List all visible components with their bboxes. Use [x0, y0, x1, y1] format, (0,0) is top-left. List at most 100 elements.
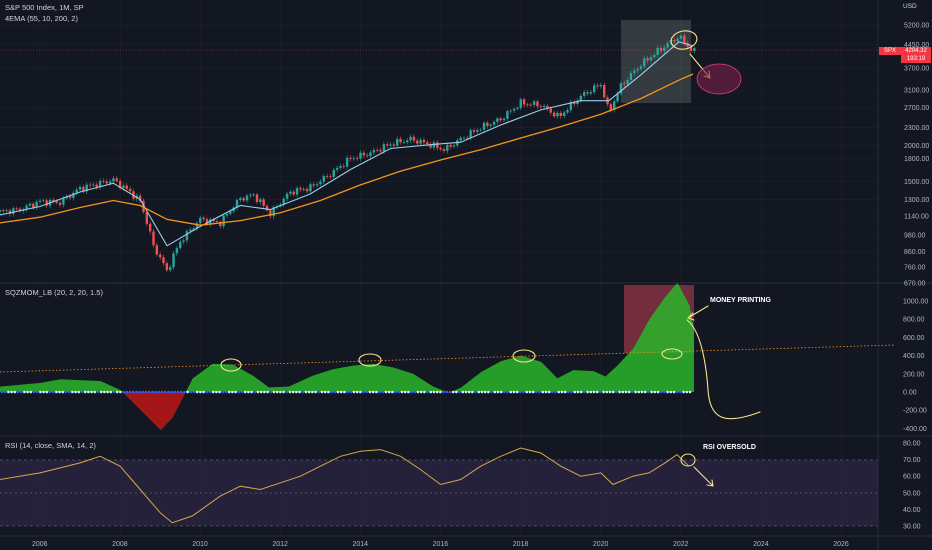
candle-body	[649, 57, 653, 61]
momentum-bar	[654, 310, 656, 392]
momentum-bar	[531, 359, 533, 392]
rsi-oversold-label: RSI OVERSOLD	[703, 444, 756, 451]
momentum-bar	[496, 363, 498, 392]
candle-body	[472, 130, 476, 132]
candle-body	[375, 149, 379, 151]
squeeze-dot	[458, 390, 461, 394]
momentum-bar	[274, 387, 276, 392]
candle-body	[12, 208, 15, 214]
candle-body	[572, 101, 576, 105]
candle-body	[399, 138, 402, 143]
momentum-bar	[134, 392, 136, 405]
momentum-bar	[502, 360, 504, 392]
momentum-bar	[500, 361, 502, 392]
momentum-bar	[626, 354, 628, 392]
momentum-bar	[506, 359, 508, 392]
momentum-bar	[558, 377, 560, 392]
momentum-bar	[517, 356, 519, 392]
squeeze-dot	[528, 390, 532, 394]
last-price-change: 193:19	[906, 56, 926, 62]
momentum-bar	[63, 379, 65, 392]
momentum-bar	[602, 375, 604, 392]
squeeze-dot	[653, 390, 657, 394]
momentum-bar	[1, 386, 3, 392]
squeeze-dot	[74, 390, 77, 394]
momentum-bar	[604, 376, 606, 392]
momentum-bar	[343, 367, 345, 392]
momentum-bar	[469, 380, 471, 392]
last-price-tag: 4204.32 193:19	[901, 47, 931, 63]
momentum-bar	[484, 369, 486, 392]
momentum-bar	[73, 379, 75, 392]
momentum-bar	[99, 381, 101, 392]
momentum-bar	[453, 390, 455, 392]
candle-body	[0, 210, 2, 212]
momentum-bar	[234, 366, 236, 392]
momentum-bar	[397, 369, 399, 392]
momentum-bar	[228, 364, 230, 392]
candle-body	[499, 118, 502, 121]
momentum-bar	[681, 292, 683, 392]
squeeze-dot	[10, 390, 13, 394]
momentum-bar	[483, 370, 485, 392]
sqzmom-indicator-label[interactable]: SQZMOM_LB (20, 2, 20, 1.5)	[5, 288, 103, 297]
momentum-bar	[644, 326, 646, 392]
momentum-bar	[166, 392, 168, 424]
momentum-bar	[185, 390, 187, 392]
momentum-bar	[101, 381, 103, 392]
momentum-bar	[386, 366, 388, 392]
momentum-bar	[519, 355, 521, 392]
momentum-bar	[354, 365, 356, 392]
squeeze-dot	[218, 390, 221, 394]
squeeze-dot	[656, 390, 660, 394]
squeeze-dot	[378, 390, 381, 394]
candle-body	[549, 108, 552, 113]
momentum-bar	[298, 381, 300, 392]
time-tick-label: 2022	[673, 541, 689, 548]
momentum-bar	[345, 366, 347, 392]
candle-body	[496, 118, 499, 122]
momentum-bar	[503, 360, 505, 392]
momentum-bar	[22, 384, 24, 392]
squeeze-dot	[32, 390, 36, 394]
squeeze-dot	[99, 390, 103, 394]
squeeze-dot	[352, 390, 356, 394]
momentum-bar	[31, 383, 33, 392]
momentum-bar	[68, 379, 70, 392]
candle-body	[619, 83, 623, 94]
candle-body	[559, 112, 563, 116]
momentum-bar	[161, 392, 163, 429]
candle-body	[586, 92, 589, 94]
momentum-bar	[132, 392, 134, 403]
squeeze-dot	[266, 390, 269, 394]
squeeze-dot	[119, 390, 122, 394]
candle-body	[255, 194, 259, 202]
momentum-bar	[609, 371, 611, 392]
momentum-bar	[227, 364, 229, 392]
momentum-bar	[581, 370, 583, 392]
momentum-bar	[652, 313, 654, 392]
momentum-trendline	[0, 344, 896, 373]
squeeze-dot	[112, 390, 116, 394]
momentum-bar	[348, 366, 350, 392]
candle-body	[85, 184, 88, 192]
momentum-bar	[647, 321, 649, 392]
price-axis-unit: USD	[903, 3, 917, 10]
squeeze-dot	[615, 390, 618, 394]
rsi-indicator-label[interactable]: RSI (14, close, SMA, 14, 2)	[5, 441, 96, 450]
ema-indicator-label[interactable]: 4EMA (55, 10, 200, 2)	[5, 14, 78, 23]
momentum-bar	[117, 389, 119, 392]
momentum-bar	[691, 322, 693, 392]
momentum-bar	[133, 392, 135, 404]
squeeze-dot	[71, 390, 74, 394]
momentum-bar	[389, 366, 391, 392]
momentum-bar	[535, 360, 537, 392]
candle-body	[446, 144, 449, 151]
candle-body	[666, 43, 669, 48]
candle-body	[426, 142, 429, 145]
momentum-bar	[381, 365, 383, 392]
momentum-bar	[51, 380, 53, 392]
momentum-bar	[514, 357, 516, 392]
momentum-bar	[497, 362, 499, 392]
